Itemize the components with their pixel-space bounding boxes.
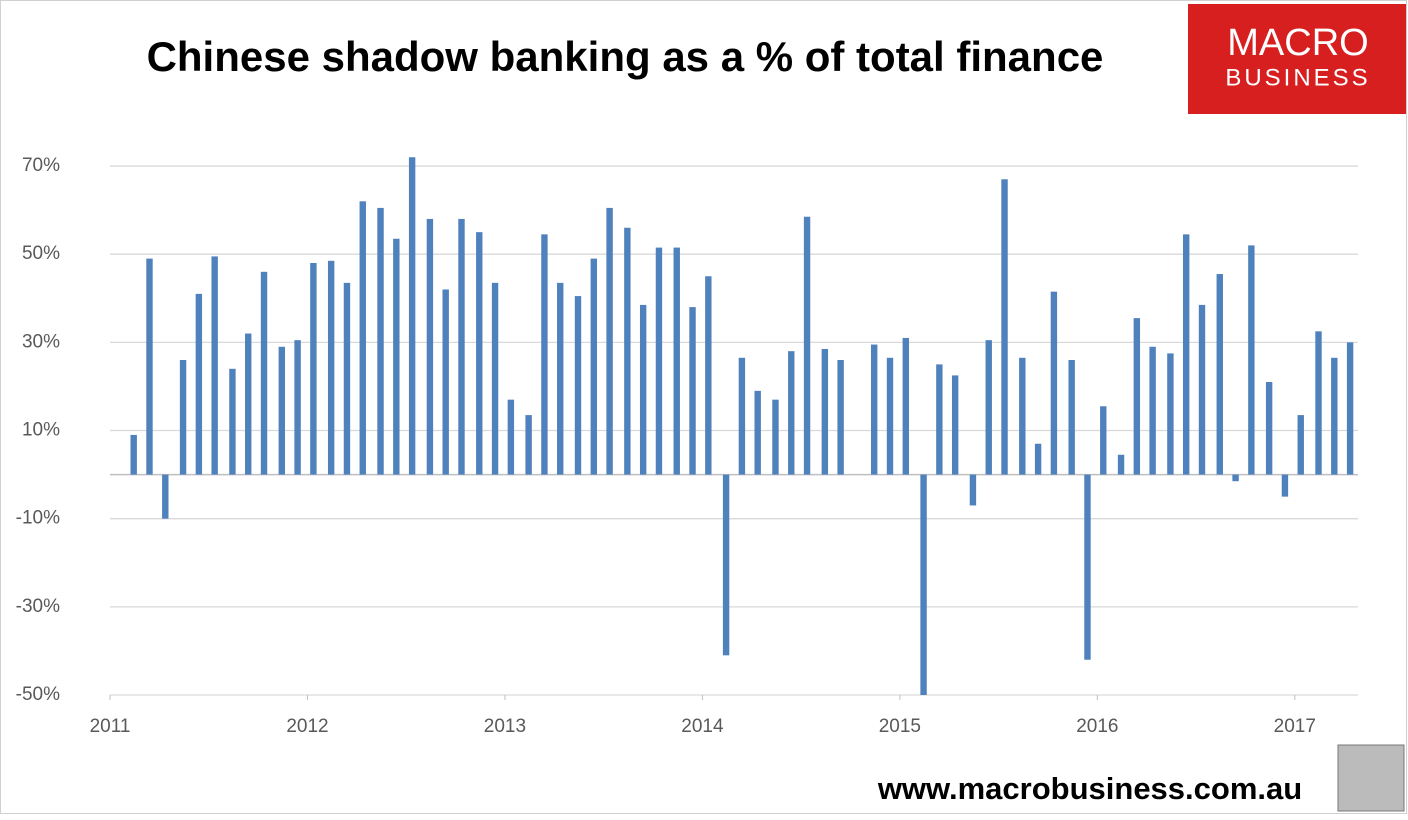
- bar: [985, 340, 992, 475]
- bar: [655, 247, 663, 475]
- bar: [951, 375, 959, 475]
- bar: [1117, 454, 1125, 475]
- bar: [837, 359, 844, 475]
- bar: [491, 282, 499, 475]
- bar: [1216, 274, 1223, 475]
- bar: [1315, 331, 1322, 475]
- bar: [294, 340, 301, 475]
- y-tick-label: 30%: [22, 331, 60, 352]
- x-tick-label: 2016: [1076, 716, 1118, 737]
- bar: [1100, 406, 1107, 475]
- plot: -50% -30% -10% 10% 30% 50% 70% 2011 2012 2013 2014…: [16, 155, 1358, 737]
- x-tick-label: 2012: [286, 716, 328, 737]
- y-tick-label: -50%: [16, 684, 60, 705]
- bar: [590, 258, 597, 475]
- bar: [377, 207, 384, 475]
- y-tick-label: 70%: [22, 155, 60, 176]
- bar: [476, 232, 483, 475]
- bar: [788, 351, 795, 475]
- bar: [1198, 304, 1206, 475]
- bar: [557, 282, 564, 475]
- x-tick-label: 2017: [1274, 716, 1316, 737]
- bar: [639, 304, 647, 475]
- y-tick-label: -10%: [16, 508, 60, 529]
- bar: [936, 364, 943, 475]
- bar: [393, 238, 400, 475]
- bar: [278, 346, 285, 475]
- x-tick-label: 2011: [90, 716, 131, 737]
- bar: [229, 368, 236, 475]
- bar: [673, 247, 680, 475]
- bar: [1167, 353, 1174, 475]
- y-tick-label: 10%: [22, 420, 60, 441]
- bar: [821, 348, 829, 475]
- bar: [310, 263, 317, 475]
- bar: [969, 474, 977, 506]
- x-tick-label: 2013: [484, 716, 526, 737]
- bar: [1297, 415, 1304, 475]
- wolf-image: [1337, 744, 1405, 812]
- bar: [260, 271, 268, 475]
- bar: [162, 474, 169, 519]
- bar: [442, 289, 449, 475]
- bar: [1183, 234, 1190, 475]
- bar: [408, 157, 416, 475]
- bar: [705, 276, 712, 475]
- bar: [1133, 318, 1141, 475]
- source-url: www.macrobusiness.com.au: [877, 771, 1302, 806]
- bar: [130, 434, 137, 475]
- bar: [689, 307, 696, 475]
- chart-title: Chinese shadow banking as a % of total f…: [147, 33, 1104, 80]
- bar: [525, 415, 532, 475]
- bar: [1331, 357, 1338, 475]
- bar: [772, 399, 779, 475]
- bar: [803, 216, 811, 475]
- bar: [886, 357, 894, 475]
- brand-logo: [1188, 4, 1406, 114]
- bar: [211, 256, 218, 475]
- bar: [541, 234, 548, 475]
- brand-line2: BUSINESS: [1225, 64, 1370, 91]
- bar: [1265, 382, 1273, 475]
- brand-line1: MACRO: [1227, 22, 1368, 64]
- bar: [754, 390, 761, 475]
- bar: [920, 474, 927, 695]
- bar: [1068, 359, 1075, 475]
- bar: [1346, 342, 1354, 475]
- bar: [574, 296, 582, 475]
- bar: [1149, 346, 1156, 475]
- bar: [195, 293, 203, 475]
- bar: [343, 282, 351, 475]
- bar: [1001, 179, 1008, 475]
- bar: [606, 207, 613, 475]
- x-tick-label: 2015: [879, 716, 921, 737]
- bar: [1232, 474, 1239, 482]
- bar: [624, 227, 631, 475]
- bar: [507, 399, 515, 475]
- bar: [245, 333, 252, 475]
- bar: [1019, 357, 1026, 475]
- bar: [1050, 291, 1058, 475]
- x-tick-label: 2014: [681, 716, 724, 737]
- bar: [179, 359, 187, 475]
- bar: [327, 260, 335, 475]
- bar: [1084, 474, 1091, 660]
- bar: [1281, 474, 1289, 497]
- y-tick-label: 50%: [22, 243, 60, 264]
- bar: [1034, 443, 1042, 475]
- bar: [359, 201, 366, 475]
- bar: [902, 337, 909, 475]
- bar: [1248, 245, 1255, 475]
- bar: [738, 357, 746, 475]
- bar: [426, 218, 434, 475]
- bar: [871, 344, 878, 475]
- bar: [458, 218, 465, 475]
- bar: [722, 474, 730, 656]
- y-tick-label: -30%: [16, 596, 60, 617]
- bar: [146, 258, 153, 475]
